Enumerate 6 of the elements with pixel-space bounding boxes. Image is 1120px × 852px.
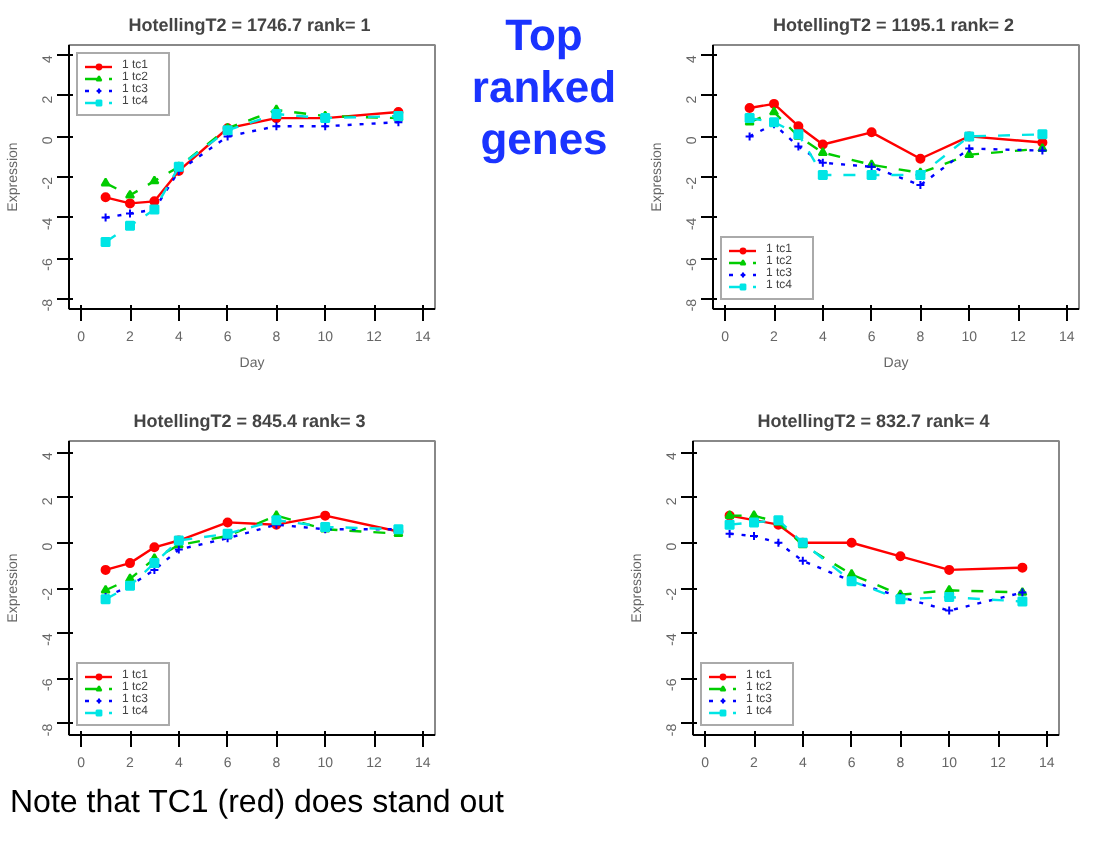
chart-title: HotellingT2 = 832.7 rank= 4 bbox=[757, 411, 990, 431]
chart-title: HotellingT2 = 1746.7 rank= 1 bbox=[128, 15, 371, 35]
text: Top ranked genes bbox=[469, 10, 619, 166]
chart-title: HotellingT2 = 1195.1 rank= 2 bbox=[772, 15, 1015, 35]
chart-title: HotellingT2 = 845.4 rank= 3 bbox=[133, 411, 366, 431]
text: Note that TC1 (red) does stand out bbox=[10, 784, 504, 824]
